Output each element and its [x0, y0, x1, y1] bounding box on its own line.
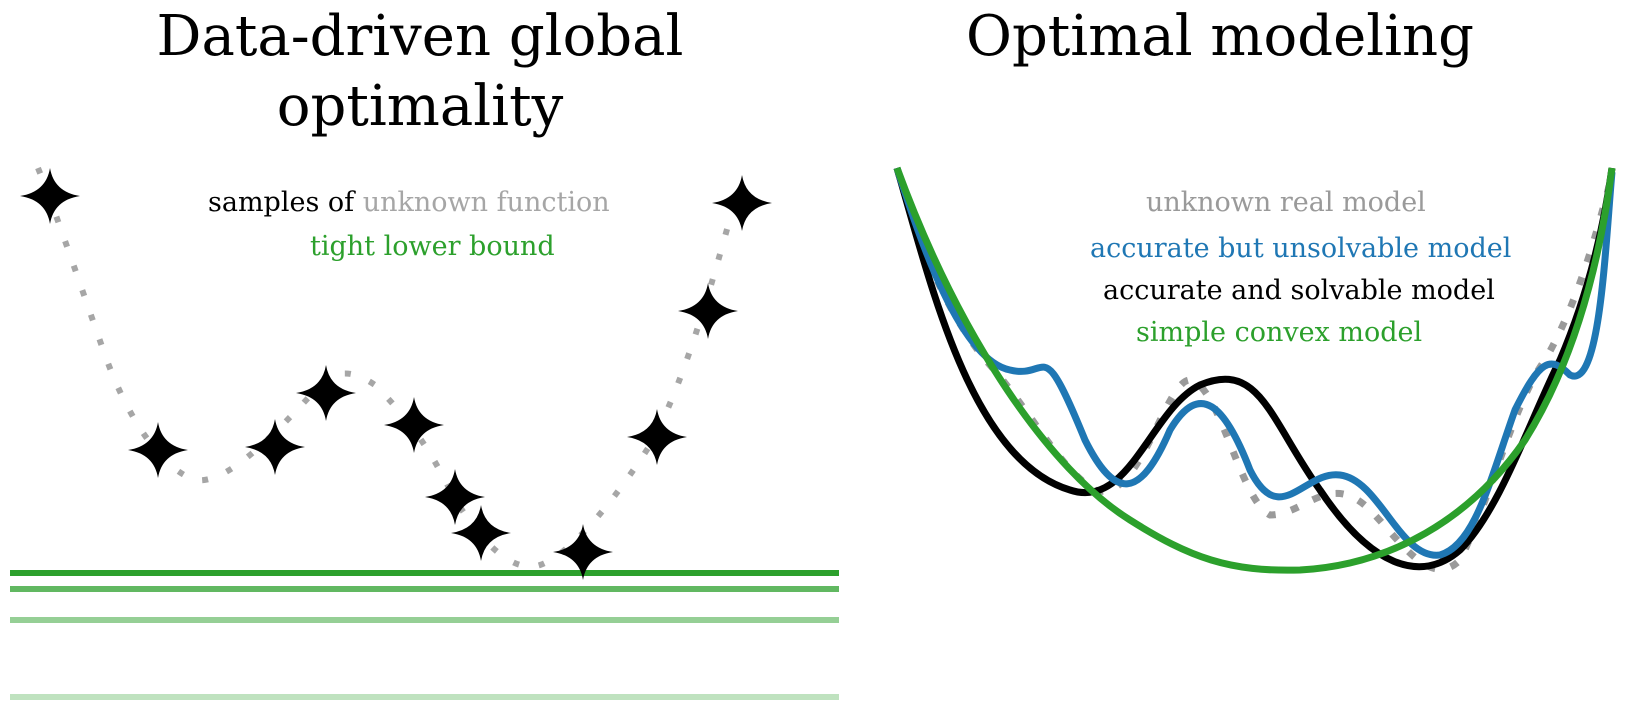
accurate-solvable-model-curve: [893, 167, 1616, 571]
lower-bound-legend: tight lower bound: [310, 231, 555, 262]
sample-marker: [20, 168, 80, 224]
samples-legend-prefix: samples of: [208, 187, 355, 218]
solvable-model-legend: accurate and solvable model: [1103, 275, 1495, 306]
simple-convex-model-curve: [893, 166, 1616, 574]
sample-marker: [553, 524, 613, 580]
sample-marker: [712, 175, 772, 231]
sample-marker: [384, 397, 444, 453]
real-model-legend: unknown real model: [1146, 187, 1426, 218]
sample-markers: [20, 168, 772, 580]
sample-marker: [128, 422, 188, 478]
right-panel-title: Optimal modeling: [966, 4, 1474, 69]
left-panel: [10, 166, 839, 700]
sample-marker: [245, 419, 305, 475]
left-panel-title: Data-driven global optimality: [156, 4, 684, 139]
sample-marker: [627, 409, 687, 465]
sample-marker: [296, 365, 356, 421]
sample-marker: [451, 505, 511, 561]
accurate-unsolvable-model-curve: [893, 166, 1616, 559]
unsolvable-model-legend: accurate but unsolvable model: [1090, 233, 1512, 264]
samples-legend-suffix: unknown function: [362, 187, 610, 218]
sample-marker: [425, 469, 485, 525]
samples-legend: samples of unknown function: [208, 186, 610, 220]
convex-model-legend: simple convex model: [1136, 317, 1423, 348]
right-panel: [893, 166, 1616, 574]
unknown-function-curve: [35, 166, 738, 570]
sample-marker: [678, 283, 738, 339]
